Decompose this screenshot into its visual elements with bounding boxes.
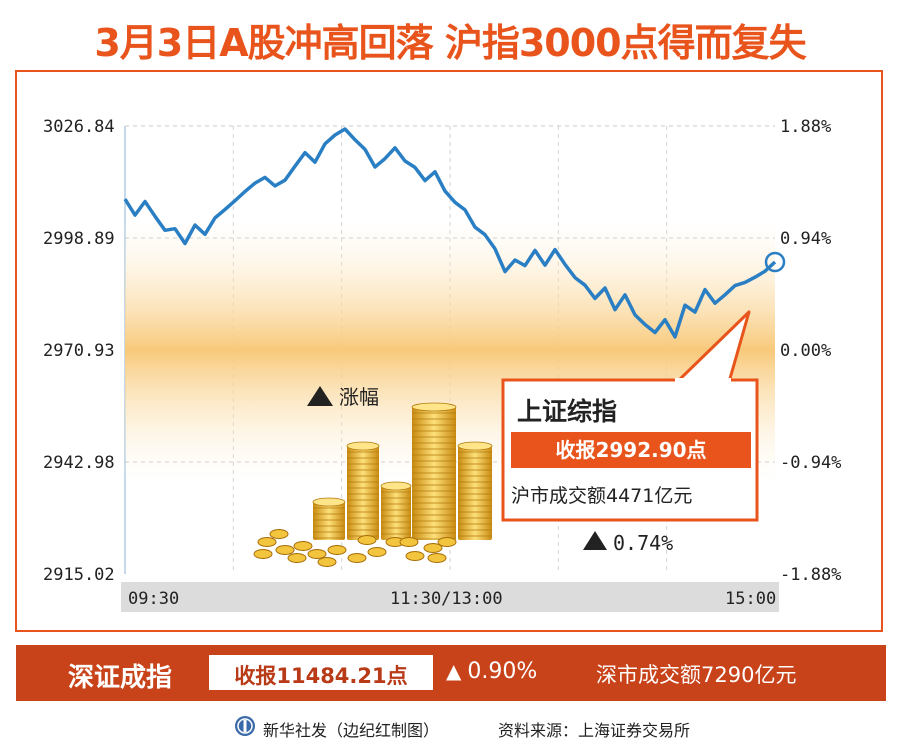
- loose-coin: [405, 551, 425, 561]
- loose-coin: [293, 541, 313, 551]
- coin-stack: [412, 407, 456, 540]
- y-tick-right: -1.88%: [780, 565, 841, 585]
- sh-change: 0.74%: [613, 531, 673, 555]
- loose-coin: [347, 553, 367, 563]
- loose-coin: [275, 545, 295, 555]
- footer-source: 资料来源：上海证券交易所: [498, 721, 691, 740]
- y-tick-left: 2998.89: [43, 229, 115, 249]
- tick-labels: 3026.84 1.88% 2998.89 0.94% 2970.93 0.00% 2942…: [43, 117, 841, 612]
- y-tick-left: 2970.93: [43, 341, 115, 361]
- coin-top: [380, 481, 412, 491]
- x-tick: 11:30/13:00: [390, 589, 503, 609]
- sz-close-box: 收报11484.21点: [209, 655, 433, 690]
- gold-coins-illustration: [253, 402, 493, 567]
- sh-close-bg: [511, 432, 751, 468]
- callout-join: [675, 378, 731, 384]
- loose-coin: [307, 549, 327, 559]
- y-tick-left: 3026.84: [43, 117, 115, 137]
- coin-stack: [458, 446, 492, 540]
- loose-coin: [327, 545, 347, 555]
- coin-stack: [313, 502, 345, 540]
- chart-frame: 3026.84 1.88% 2998.89 0.94% 2970.93 0.00% 2942…: [15, 70, 883, 632]
- line-chart: 3026.84 1.88% 2998.89 0.94% 2970.93 0.00% 2942…: [43, 117, 841, 612]
- footer-credit: 新华社发（边纪红制图）: [263, 721, 440, 740]
- coin-stack: [381, 486, 411, 540]
- coin-top: [312, 497, 346, 507]
- sz-close-label: 收报11484.21点: [234, 664, 408, 688]
- coin-top: [457, 441, 493, 451]
- loose-coin: [427, 553, 447, 563]
- xinhua-logo-icon: [235, 716, 255, 736]
- y-tick-right: 0.94%: [780, 229, 831, 249]
- loose-coin: [357, 535, 377, 545]
- loose-coin: [367, 547, 387, 557]
- loose-coin: [423, 543, 443, 553]
- sz-volume-label: 深市成交额7290亿元: [596, 663, 797, 687]
- sh-close-label: 收报2992.90点: [555, 438, 706, 462]
- y-tick-right: -0.94%: [780, 453, 841, 473]
- coin-stack: [347, 446, 379, 540]
- up-triangle-icon: [583, 531, 607, 550]
- y-tick-right: 0.00%: [780, 341, 831, 361]
- loose-coin: [437, 537, 457, 547]
- x-axis-bar: [121, 582, 779, 612]
- sz-index-name: 深证成指: [68, 663, 173, 693]
- sh-index-line: [123, 127, 777, 339]
- loose-coin: [253, 549, 273, 559]
- up-triangle-icon: [307, 386, 333, 406]
- coin-top: [346, 441, 380, 451]
- sz-index-bar: 深证成指 收报11484.21点 ▲ 0.90% 深市成交额7290亿元: [16, 645, 886, 701]
- loose-coin: [317, 557, 337, 567]
- y-tick-right: 1.88%: [780, 117, 831, 137]
- sh-index-name: 上证综指: [517, 397, 617, 426]
- series-layer: [123, 127, 786, 339]
- y-tick-left: 2942.98: [43, 453, 115, 473]
- close-marker: [764, 251, 786, 273]
- loose-coin: [287, 553, 307, 563]
- footer: 新华社发（边纪红制图） 资料来源：上海证券交易所: [0, 712, 900, 742]
- x-tick: 15:00: [725, 589, 776, 609]
- loose-coin: [269, 529, 289, 539]
- sz-change-value: 0.90%: [467, 659, 538, 684]
- y-tick-left: 2915.02: [43, 565, 115, 585]
- coin-top: [411, 402, 457, 412]
- loose-coin: [257, 537, 277, 547]
- gain-label: 涨幅: [339, 385, 379, 409]
- loose-coin: [399, 537, 419, 547]
- chart-title: 3月3日A股冲高回落 沪指3000点得而复失: [94, 21, 806, 65]
- sz-change: ▲ 0.90%: [446, 659, 537, 684]
- sh-volume-label: 沪市成交额4471亿元: [511, 485, 692, 507]
- up-triangle-icon: ▲: [446, 659, 462, 683]
- x-tick: 09:30: [128, 589, 179, 609]
